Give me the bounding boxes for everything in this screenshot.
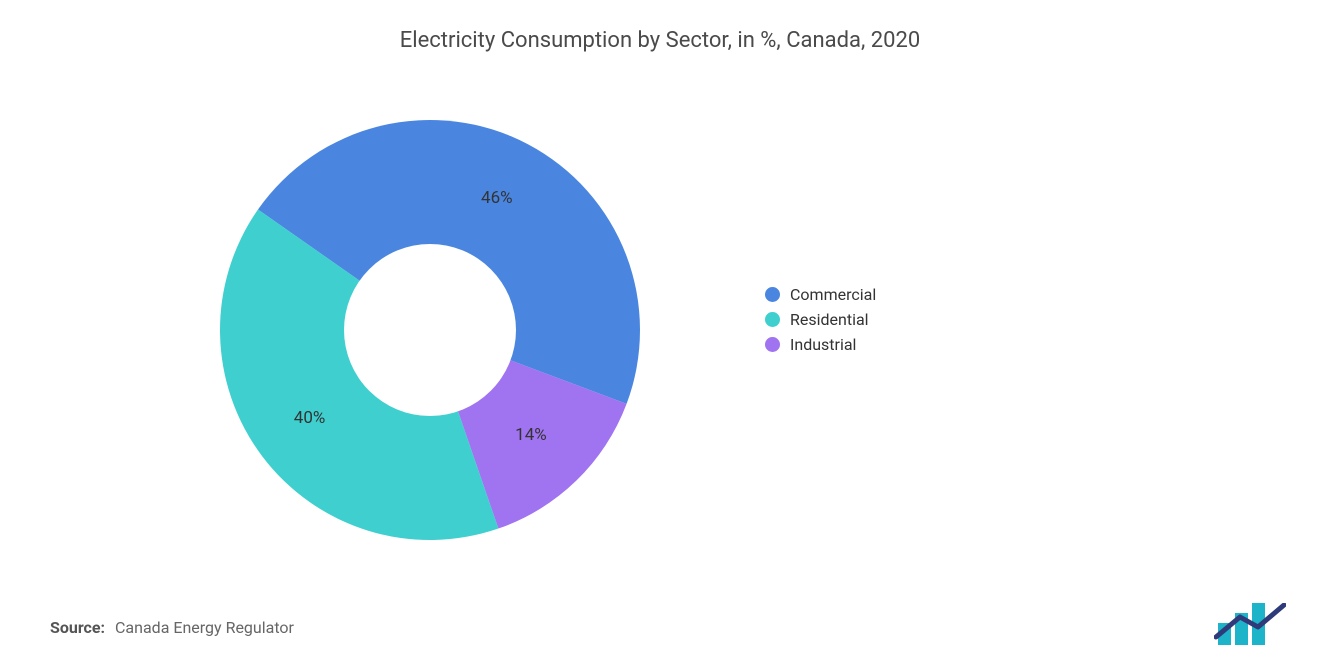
donut-hole: [344, 244, 516, 416]
legend-label: Commercial: [790, 285, 876, 304]
brand-logo-icon: [1214, 603, 1286, 647]
source-line: Source: Canada Energy Regulator: [50, 618, 294, 637]
source-label: Source:: [50, 618, 105, 637]
legend-label: Residential: [790, 310, 869, 329]
source-text: Canada Energy Regulator: [115, 618, 294, 637]
legend: Commercial Residential Industrial: [765, 285, 876, 360]
donut-svg: [210, 110, 650, 550]
chart-area: 46% 14% 40% Commercial Residential Industr…: [0, 90, 1320, 590]
legend-item: Residential: [765, 310, 876, 329]
chart-title: Electricity Consumption by Sector, in %,…: [0, 0, 1320, 53]
legend-swatch: [765, 337, 780, 352]
legend-swatch: [765, 312, 780, 327]
slice-label: 40%: [294, 408, 326, 428]
slice-label: 46%: [481, 188, 513, 208]
legend-item: Commercial: [765, 285, 876, 304]
legend-swatch: [765, 287, 780, 302]
legend-item: Industrial: [765, 335, 876, 354]
slice-label: 14%: [515, 425, 547, 445]
donut-chart: 46% 14% 40%: [210, 110, 650, 550]
legend-label: Industrial: [790, 335, 856, 354]
